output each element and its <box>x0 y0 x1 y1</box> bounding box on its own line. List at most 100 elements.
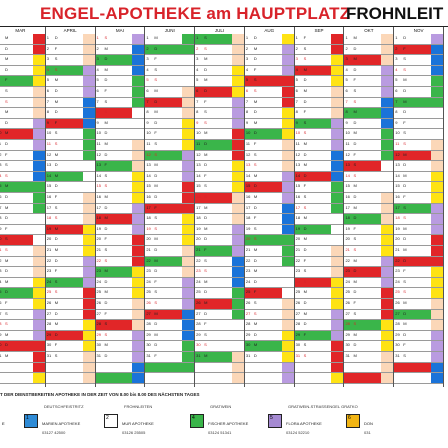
day-number: 4 <box>345 66 348 72</box>
weekday-letter: S <box>303 342 307 348</box>
day-number: 24 <box>46 278 52 284</box>
weekday-letter: D <box>253 56 257 62</box>
day-cell: 26 M <box>45 299 95 310</box>
weekday-letter: S <box>303 194 307 199</box>
day-number: 18 <box>96 215 101 221</box>
day-number: 8 <box>395 109 398 115</box>
legend-location: DEUTSCHFEISTRITZ <box>44 404 84 409</box>
day-cell: 21 F <box>195 246 244 257</box>
day-cell <box>294 362 344 374</box>
weekday-letter: M <box>353 204 357 210</box>
day-number: 3 <box>146 56 149 62</box>
duty-color-block <box>331 161 344 171</box>
day-cell: 16 D <box>0 193 45 204</box>
day-cell: 15 D <box>244 182 294 193</box>
duty-color-block <box>381 362 394 373</box>
weekday-letter: F <box>353 151 356 157</box>
duty-color-block <box>430 362 443 373</box>
weekday-letter: D <box>303 172 307 178</box>
duty-color-block <box>281 140 294 150</box>
day-number: 20 <box>0 235 1 243</box>
day-cell: 18 S <box>145 214 195 225</box>
duty-color-block <box>32 203 45 214</box>
month-column: 1 D 2 F 3 S 4 S 5 M 6 D 7 M 8 D 9 F 10 S 11 S 12 M 13 D 14 M 15 D 16 F 1… <box>45 34 96 387</box>
day-cell: 29 F <box>294 330 344 342</box>
duty-color-block <box>281 235 294 245</box>
day-cell: 10 S <box>45 129 95 140</box>
duty-color-block <box>281 118 294 129</box>
weekday-letter: F <box>253 215 257 221</box>
day-number: 31 <box>196 353 201 358</box>
duty-color-block <box>32 214 45 224</box>
day-number: 31 <box>96 353 101 358</box>
duty-color-block <box>231 182 244 192</box>
duty-color-block <box>32 118 45 129</box>
day-number: 24 <box>395 278 400 284</box>
day-cell <box>0 373 45 384</box>
day-cell: 17 S <box>394 203 443 215</box>
day-number: 1 <box>146 35 149 40</box>
day-number: 16 <box>146 194 151 199</box>
duty-color-block <box>82 267 95 277</box>
weekday-letter: M <box>104 66 108 72</box>
day-number: 2 <box>395 45 398 51</box>
day-cell: 23 D <box>0 267 45 278</box>
day-number: 5 <box>46 77 49 83</box>
day-cell: 20 D <box>394 235 443 246</box>
day-number: 7 <box>196 98 199 104</box>
weekday-letter: M <box>204 278 208 284</box>
weekday-letter: S <box>54 56 58 62</box>
weekday-letter: M <box>54 151 59 157</box>
legend-color-swatch: 4 <box>190 414 204 428</box>
day-number: 10 <box>345 130 350 136</box>
duty-color-block <box>381 161 394 171</box>
day-cell: 25 D <box>0 288 45 299</box>
day-number: 25 <box>0 288 1 296</box>
weekday-letter: M <box>154 236 158 242</box>
day-number: 16 <box>96 194 101 199</box>
day-number: 25 <box>395 289 400 295</box>
day-cell: 24 D <box>244 277 294 289</box>
weekday-letter: M <box>353 331 357 337</box>
duty-color-block <box>281 362 294 373</box>
duty-color-block <box>132 320 145 330</box>
weekday-letter: S <box>104 109 108 115</box>
weekday-letter: M <box>154 35 158 40</box>
day-cell <box>45 362 95 374</box>
day-cell: 12 S <box>244 150 294 162</box>
weekday-letter: M <box>353 130 357 136</box>
day-number: 27 <box>295 310 301 316</box>
day-number: 21 <box>345 247 350 252</box>
weekday-letter: M <box>5 353 9 358</box>
duty-color-block <box>281 373 294 383</box>
day-number: 3 <box>96 56 99 62</box>
weekday-letter: D <box>353 342 357 348</box>
day-cell: 14 M <box>244 171 294 183</box>
day-cell: 21 D <box>145 246 195 257</box>
duty-color-block <box>331 214 344 224</box>
legend-caption: T DER DIENSTBEREITEN APOTHEKE IN DER ZEI… <box>0 392 200 397</box>
legend-pharmacy-name: DON <box>364 421 373 426</box>
day-number: 18 <box>146 215 151 221</box>
duty-color-block <box>132 171 145 182</box>
day-cell: 25 F <box>244 288 294 299</box>
day-number: 26 <box>395 300 400 305</box>
day-cell <box>195 373 244 384</box>
duty-color-block <box>281 256 294 267</box>
weekday-letter: D <box>303 300 307 305</box>
duty-color-block <box>331 108 344 118</box>
duty-color-block <box>281 277 294 288</box>
weekday-letter: F <box>154 130 157 136</box>
duty-color-block <box>182 118 195 129</box>
day-number: 27 <box>196 310 201 316</box>
weekday-letter: D <box>353 45 357 51</box>
